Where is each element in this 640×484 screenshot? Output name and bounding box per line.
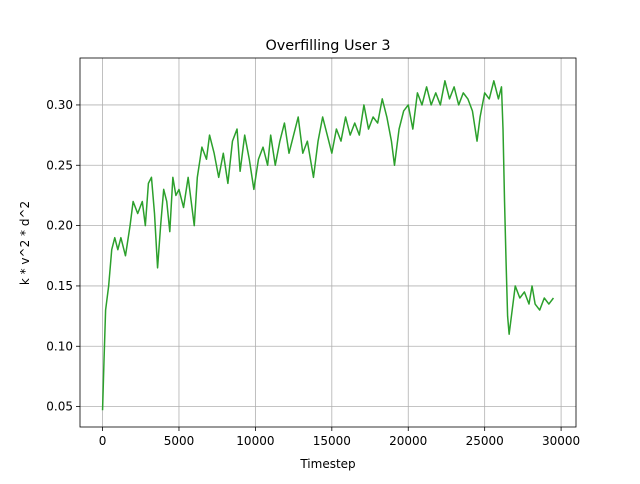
x-tick-label: 10000 [236,434,274,448]
x-tick-label: 5000 [164,434,195,448]
chart-title: Overfilling User 3 [265,38,390,54]
x-tick-label: 15000 [313,434,351,448]
y-tick-label: 0.10 [46,339,73,353]
y-tick-label: 0.05 [46,400,73,414]
x-tick-label: 25000 [466,434,504,448]
x-tick-label: 0 [99,434,107,448]
x-axis-label: Timestep [299,457,355,471]
x-tick-label: 20000 [389,434,427,448]
y-axis-label: k * v^2 * d^2 [18,201,32,285]
y-tick-label: 0.25 [46,158,73,172]
y-tick-label: 0.20 [46,219,73,233]
data-line [101,80,555,411]
y-tick-label: 0.30 [46,98,73,112]
plot-frame [79,57,577,428]
x-tick-label: 30000 [542,434,580,448]
y-tick-label: 0.15 [46,279,73,293]
